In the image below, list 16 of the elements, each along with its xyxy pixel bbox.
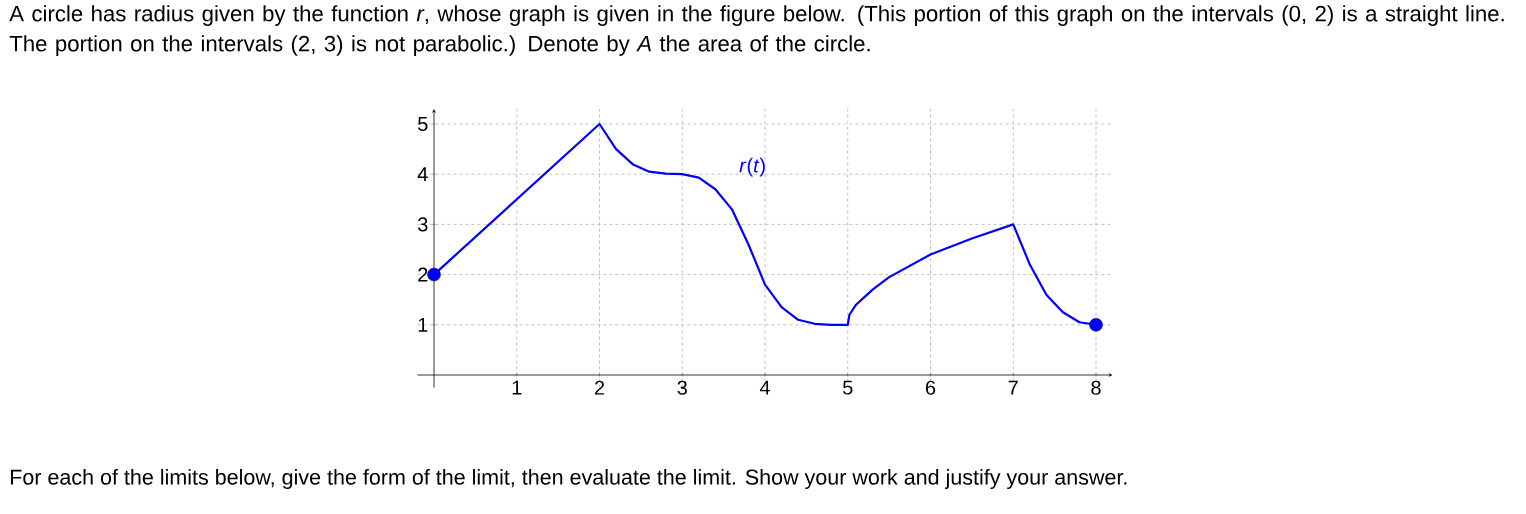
- x-tick-label: 2: [594, 380, 605, 395]
- y-tick-label: 4: [417, 167, 428, 182]
- y-tick-label: 2: [418, 267, 428, 282]
- text: For each of the limits below, give the form of the limit, then evaluate the limit. Show your work and justify your answer.: [10, 468, 1127, 490]
- chart-title: A circle has radius given by the function r, whose graph is given in the figure below. (This portion of this graph on the intervals (0, 2) is a straight line. The portion on the intervals (2, 3) is not parabolic.) Denote by A the area of the circle.: [9, 5, 1504, 56]
- x-tick-label: 5: [843, 380, 853, 395]
- y-tick-label: 3: [417, 217, 428, 232]
- y-tick-label: 1: [418, 317, 428, 332]
- x-tick-label: 8: [1091, 380, 1101, 395]
- x-tick-label: 4: [759, 380, 770, 395]
- x-tick-label: 6: [925, 380, 936, 395]
- x-tick-label: 1: [512, 380, 522, 395]
- y-tick-label: 5: [418, 117, 428, 131]
- x-tick-label: 3: [677, 380, 687, 395]
- series-label: r(t): [739, 157, 765, 177]
- x-tick-label: 7: [1008, 380, 1018, 395]
